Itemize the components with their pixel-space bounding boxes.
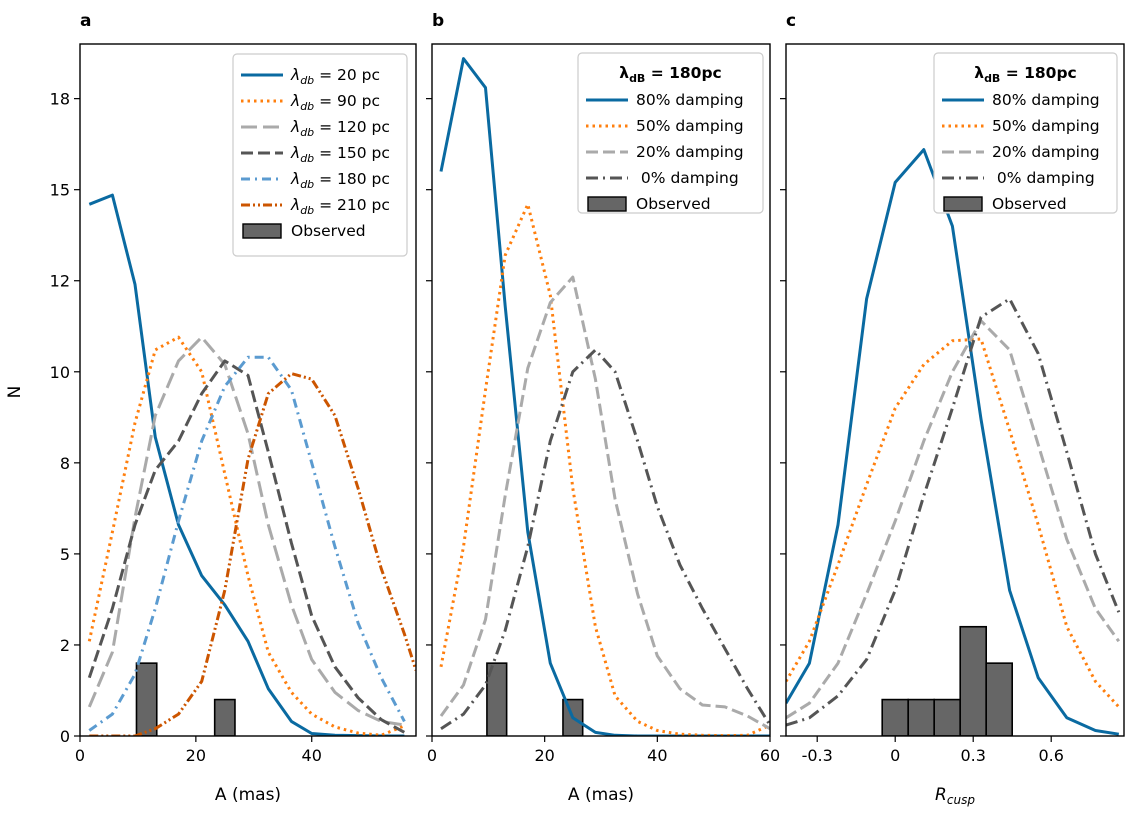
legend-label-1: λdb = 90 pc (290, 92, 380, 113)
series-line-3 (87, 359, 406, 734)
x-tick-label: 0 (890, 746, 900, 765)
legend-label-3: λdb = 150 pc (290, 144, 390, 165)
panel-c: -0.3 0 0.3 0.6 Rcusp c λdB = 180pc 80% damping 5… (780, 11, 1125, 807)
y-tick-label: 8 (60, 454, 70, 473)
y-tick-label: 2 (60, 636, 70, 655)
plot-area (786, 148, 1121, 736)
legend-label-3: 0% damping (992, 169, 1095, 187)
legend-label-0: λdb = 20 pc (290, 66, 380, 87)
legend-label-0: 80% damping (636, 91, 744, 109)
x-tick-label: -0.3 (802, 746, 833, 765)
legend-label-observed: Observed (992, 195, 1067, 213)
histogram-bar-0 (135, 662, 158, 736)
legend: λdB = 180pc 80% damping 50% damping 20% dam… (577, 52, 764, 214)
series-line-1 (439, 202, 770, 736)
x-tick-label: 20 (534, 746, 554, 765)
histogram-bar-1 (213, 698, 236, 736)
y-axis-label: N (5, 386, 25, 399)
histogram-bar-0 (881, 698, 910, 736)
x-tick-label: 20 (186, 746, 206, 765)
panel-letter: a (80, 11, 91, 31)
legend-label-0: 80% damping (992, 91, 1100, 109)
x-tick-label: 40 (647, 746, 667, 765)
series-line-4 (88, 355, 406, 732)
legend-swatch-observed (943, 196, 983, 212)
legend-label-2: λdb = 120 pc (290, 118, 390, 139)
series-line-0 (786, 148, 1120, 736)
legend-label-2: 20% damping (636, 143, 744, 161)
legend-swatch-observed (242, 223, 282, 239)
series-line-3 (786, 297, 1121, 727)
x-axis-label: Rcusp (935, 785, 975, 807)
series-line-2 (439, 275, 770, 731)
histogram-bar-4 (985, 662, 1014, 736)
y-tick-label: 10 (50, 363, 70, 382)
legend-title: λdB = 180pc (619, 64, 722, 85)
series-line-5 (89, 372, 416, 736)
axes-frame (431, 43, 771, 737)
panel-letter: c (786, 11, 796, 31)
x-tick-label: 0 (427, 746, 437, 765)
axes-frame (785, 43, 1125, 737)
y-tick-label: 0 (60, 727, 70, 746)
histogram-bar-1 (907, 698, 936, 736)
histogram-bar-3 (959, 625, 988, 736)
series-line-3 (440, 348, 770, 730)
legend-label-4: λdb = 180 pc (290, 170, 390, 191)
y-tick-label: 5 (60, 545, 70, 564)
legend-label-5: λdb = 210 pc (290, 196, 390, 217)
x-axis-label: A (mas) (215, 785, 281, 805)
panel-letter: b (432, 11, 444, 31)
legend-label-3: 0% damping (636, 169, 739, 187)
y-tick-label: 12 (50, 272, 70, 291)
histogram-bar-2 (933, 698, 962, 736)
plot-area (439, 57, 770, 736)
plot-area (87, 193, 416, 736)
legend-label-1: 50% damping (636, 117, 744, 135)
legend-label-observed: Observed (291, 222, 366, 240)
series-line-1 (786, 337, 1120, 708)
x-tick-label: 0.6 (1038, 746, 1063, 765)
y-tick-label: 18 (50, 90, 70, 109)
histogram-bar-0 (486, 662, 508, 736)
legend: λdb = 20 pc λdb = 90 pc λdb = 120 pc λdb = … (232, 53, 408, 257)
series-line-0 (439, 57, 770, 736)
series-line-2 (786, 319, 1121, 720)
legend-label-observed: Observed (636, 195, 711, 213)
x-axis-label: A (mas) (568, 785, 634, 805)
legend-title: λdB = 180pc (974, 64, 1077, 85)
x-tick-label: 60 (760, 746, 780, 765)
x-tick-label: 40 (302, 746, 322, 765)
y-tick-label: 15 (50, 181, 70, 200)
panel-b: 0 20 40 60 A (mas) b λdB = 180pc 80% damping 50%… (426, 11, 780, 805)
legend-swatch-observed (587, 196, 627, 212)
x-tick-label: 0.3 (960, 746, 985, 765)
axes-frame (79, 43, 417, 737)
series-line-2 (87, 335, 405, 727)
legend-label-1: 50% damping (992, 117, 1100, 135)
series-line-1 (87, 335, 405, 736)
legend: λdB = 180pc 80% damping 50% damping 20% dam… (933, 52, 1118, 214)
x-tick-label: 0 (75, 746, 85, 765)
legend-label-2: 20% damping (992, 143, 1100, 161)
